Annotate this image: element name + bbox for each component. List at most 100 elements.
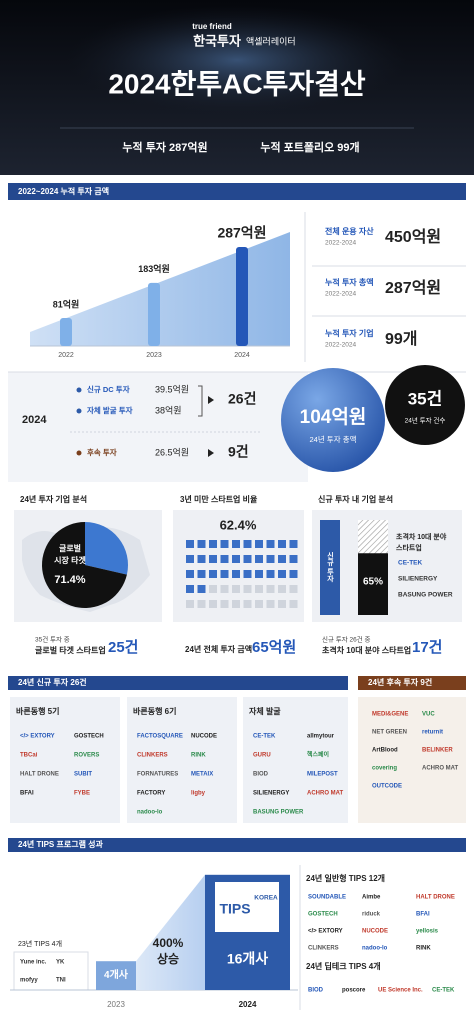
- category-label: 2023: [107, 1000, 125, 1009]
- logo: BASUNG POWER: [398, 592, 453, 599]
- waffle-cell: [232, 555, 240, 563]
- waffle-cell: [289, 570, 298, 578]
- arrow: [208, 396, 214, 404]
- group-title: 바른동행 6기: [133, 706, 176, 716]
- logo: UE Science Inc.: [378, 988, 423, 994]
- bar: [148, 282, 160, 346]
- value-label: 81억원: [53, 298, 80, 309]
- badge-bg: [215, 882, 279, 932]
- group-box: [127, 697, 237, 823]
- waffle-cell: [289, 540, 298, 548]
- logo: covering: [372, 766, 397, 772]
- logo: nadoo-lo: [137, 810, 163, 816]
- count: 26건: [228, 391, 256, 407]
- logo: </> EXTORY: [308, 929, 343, 935]
- bar: [358, 553, 388, 615]
- logo: BFAI: [20, 791, 34, 797]
- growth: 상승: [157, 951, 179, 966]
- logo: ACHRO MAT: [307, 791, 344, 797]
- waffle-cell: [278, 555, 286, 563]
- waffle-cell: [243, 540, 252, 548]
- pie-label: 글로벌: [59, 543, 81, 553]
- subsection-title: 24년 딥테크 TIPS 4개: [306, 961, 381, 971]
- group-box: [10, 697, 120, 823]
- stat-value: 287억원: [385, 278, 441, 297]
- group-title: 바른동행 5기: [16, 706, 59, 716]
- bar-label: 신규 투자: [327, 551, 334, 583]
- section-title: 24년 후속 투자 9건: [368, 677, 432, 687]
- waffle-cell: [220, 570, 229, 578]
- waffle-cell: [255, 555, 263, 563]
- logo: SOUNDABLE: [308, 895, 346, 901]
- logo: FYBE: [74, 791, 90, 797]
- waffle-cell-empty: [186, 600, 194, 608]
- section-bar: [358, 676, 466, 690]
- pie-value: 71.4%: [54, 574, 85, 586]
- logo: NET GREEN: [372, 730, 407, 736]
- logo: BASUNG POWER: [253, 810, 304, 816]
- waffle-cell: [266, 555, 275, 563]
- bar: [60, 318, 72, 346]
- category-label: 2023: [146, 352, 162, 359]
- bar-value: 65%: [363, 577, 383, 588]
- logo: GURU: [253, 753, 271, 759]
- waffle-cell: [209, 570, 217, 578]
- logo: Aimbe: [362, 895, 381, 901]
- waffle-cell: [255, 540, 263, 548]
- waffle-cell-empty: [278, 600, 286, 608]
- waffle-cell-empty: [266, 600, 275, 608]
- count-circle: [385, 365, 465, 445]
- waffle-cell: [186, 570, 194, 578]
- caption-value: 25건: [108, 639, 139, 656]
- bar-value: 4개사: [104, 968, 129, 981]
- waffle-cell-empty: [209, 600, 217, 608]
- arrow: [208, 449, 214, 457]
- waffle-cell: [266, 570, 275, 578]
- caption-value: 17건: [412, 639, 443, 656]
- summary: 누적 포트폴리오 99개: [260, 140, 359, 154]
- stat-value: 99개: [385, 329, 418, 348]
- logo: FACTORY: [137, 791, 165, 797]
- waffle-cell-empty: [289, 600, 298, 608]
- category-label: 2022: [58, 352, 74, 359]
- waffle-cell: [197, 585, 206, 593]
- spotlight: [67, 5, 407, 115]
- waffle-cell-empty: [278, 585, 286, 593]
- panel-title: 3년 미만 스타트업 비율: [180, 494, 258, 504]
- logo: riduck: [362, 912, 381, 918]
- logo: METAIX: [191, 772, 213, 778]
- section-title: 24년 신규 투자 26건: [18, 677, 87, 687]
- waffle-cell: [243, 570, 252, 578]
- bar-value: 16개사: [227, 951, 268, 967]
- logo: CE-TEK: [253, 734, 276, 740]
- total-label: 24년 투자 총액: [309, 434, 356, 444]
- waffle-cell: [186, 555, 194, 563]
- waffle-cell-empty: [289, 585, 298, 593]
- logo: GOSTECH: [308, 912, 338, 918]
- group-box: [243, 697, 348, 823]
- bracket: [198, 385, 203, 417]
- waffle-cell: [197, 540, 206, 548]
- item-label: 후속 투자: [87, 447, 117, 457]
- waffle-cell-empty: [220, 600, 229, 608]
- logo: SUBIT: [74, 772, 92, 778]
- waffle-cell-empty: [255, 585, 263, 593]
- count-label: 24년 투자 건수: [405, 416, 446, 425]
- waffle-cell: [186, 540, 194, 548]
- year: 2024: [22, 414, 47, 426]
- section-bar: [8, 183, 466, 200]
- badge: TIPS: [219, 901, 250, 917]
- logo: </> EXTORY: [20, 734, 55, 740]
- logo: CLINKERS: [137, 753, 168, 759]
- waffle-cell: [209, 555, 217, 563]
- waffle-cell: [243, 555, 252, 563]
- badge-sub: KOREA: [254, 895, 278, 902]
- category-label: 2024: [239, 1000, 257, 1009]
- legend: 초격차 10대 분야: [396, 532, 447, 541]
- logo: MILEPOST: [307, 772, 338, 778]
- stat-label: 전체 운용 자산: [325, 226, 374, 236]
- logo: RINK: [191, 753, 206, 759]
- section-bar: [8, 838, 466, 852]
- item-amount: 39.5억원: [155, 383, 189, 394]
- bar: [96, 961, 136, 990]
